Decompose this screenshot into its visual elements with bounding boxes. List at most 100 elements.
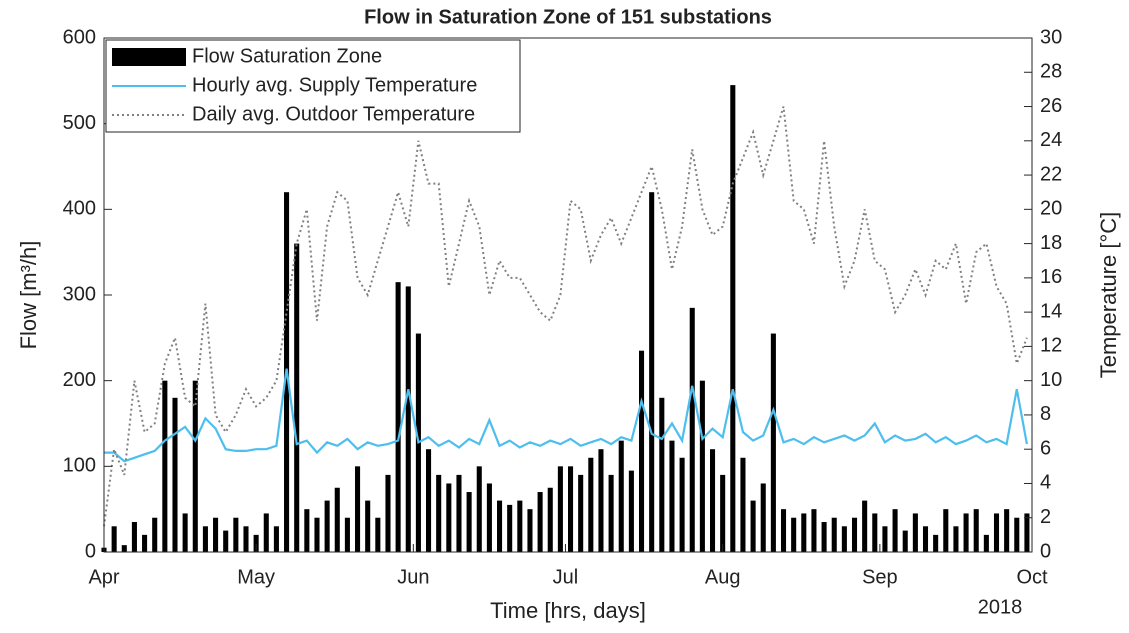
flow-bar — [892, 509, 898, 552]
y-tick-label: 500 — [63, 112, 96, 134]
flow-bar — [791, 517, 797, 552]
flow-bar — [770, 333, 776, 552]
flow-bar — [476, 466, 482, 552]
x-tick-label: Jun — [397, 566, 429, 588]
flow-bar — [659, 397, 665, 552]
flow-bar — [1004, 509, 1010, 552]
flow-bar — [365, 500, 371, 552]
y2-tick-label: 26 — [1040, 95, 1062, 117]
y2-tick-label: 6 — [1040, 437, 1051, 459]
flow-bar — [638, 350, 645, 552]
flow-bar — [304, 509, 310, 552]
flow-bar — [780, 509, 787, 552]
flow-bar — [121, 545, 127, 552]
temperature-line — [104, 368, 1028, 463]
chart-title: Flow in Saturation Zone of 151 substatio… — [364, 6, 772, 28]
flow-bar — [608, 474, 614, 552]
flow-bar — [213, 517, 219, 552]
y2-tick-label: 12 — [1040, 335, 1062, 357]
flow-bar — [557, 466, 563, 552]
flow-bar — [152, 517, 158, 552]
x-axis-label: Time [hrs, days] — [490, 598, 646, 623]
flow-bar — [334, 487, 340, 552]
flow-bar — [862, 500, 868, 552]
flow-bar — [182, 513, 188, 552]
flow-bar — [983, 534, 989, 552]
flow-bar — [933, 534, 939, 552]
flow-bar — [618, 440, 624, 552]
flow-bar — [426, 449, 432, 552]
flow-bar — [537, 492, 543, 552]
y2-tick-label: 28 — [1040, 61, 1062, 83]
flow-bar — [223, 530, 229, 552]
flow-bar — [811, 509, 817, 552]
y-axis-label: Flow [m³/h] — [16, 241, 41, 350]
flow-bar — [497, 500, 503, 552]
flow-bar — [821, 522, 827, 552]
flow-bar — [405, 286, 411, 552]
flow-bar — [720, 474, 726, 552]
flow-bar — [953, 526, 959, 552]
flow-bar — [598, 449, 604, 552]
legend-label: Flow Saturation Zone — [192, 45, 382, 67]
flow-bar — [568, 466, 574, 552]
flow-bar — [628, 470, 634, 552]
flow-bar — [943, 509, 949, 552]
x-tick-label: Apr — [88, 566, 119, 588]
flow-bar — [486, 483, 492, 552]
flow-bar — [963, 513, 969, 552]
flow-bar — [588, 457, 594, 552]
flow-bar — [517, 500, 523, 552]
flow-bar — [172, 397, 178, 552]
flow-bar — [709, 449, 716, 552]
flow-bar — [547, 487, 553, 552]
flow-bar — [730, 85, 736, 552]
x-tick-label: Jul — [553, 566, 579, 588]
flow-bar — [527, 509, 533, 552]
y2-tick-label: 4 — [1040, 472, 1051, 494]
y2-tick-label: 16 — [1040, 266, 1062, 288]
flow-bar — [831, 517, 837, 552]
flow-bar — [324, 500, 330, 552]
flow-bar — [375, 517, 381, 552]
flow-bar — [1024, 513, 1030, 552]
flow-bar — [142, 534, 148, 552]
flow-bar — [851, 517, 858, 552]
y-tick-label: 300 — [63, 283, 96, 305]
legend-label: Hourly avg. Supply Temperature — [192, 74, 477, 96]
flow-bar — [202, 526, 208, 552]
flow-bar — [973, 509, 979, 552]
flow-bar — [344, 517, 350, 552]
y2-tick-label: 14 — [1040, 300, 1062, 322]
flow-bar — [456, 474, 462, 552]
flow-bar — [993, 513, 1000, 552]
year-annotation: 2018 — [978, 596, 1023, 618]
y2-tick-label: 30 — [1040, 26, 1062, 48]
flow-bar — [131, 522, 137, 552]
legend-label: Daily avg. Outdoor Temperature — [192, 103, 475, 125]
flow-bar — [679, 457, 685, 552]
y2-tick-label: 20 — [1040, 198, 1062, 220]
y-tick-label: 200 — [63, 369, 96, 391]
y2-tick-label: 22 — [1040, 163, 1062, 185]
y2-tick-label: 8 — [1040, 403, 1051, 425]
flow-bar — [466, 492, 472, 552]
flow-bar — [263, 513, 269, 552]
y2-axis-label: Temperature [°C] — [1096, 212, 1121, 379]
flow-bar — [578, 474, 584, 552]
flow-bar — [162, 380, 168, 552]
x-tick-label: Aug — [705, 566, 741, 588]
flow-bar — [385, 474, 391, 552]
y2-tick-label: 2 — [1040, 506, 1051, 528]
flow-bar — [750, 500, 756, 552]
flow-bar — [253, 534, 259, 552]
flow-bar — [740, 457, 746, 552]
flow-bar — [294, 243, 300, 552]
y2-tick-label: 10 — [1040, 369, 1062, 391]
y-tick-label: 600 — [63, 26, 96, 48]
flow-bar — [902, 530, 908, 552]
flow-bar — [233, 517, 239, 552]
plot-area — [101, 85, 1030, 552]
x-tick-label: Oct — [1016, 566, 1048, 588]
